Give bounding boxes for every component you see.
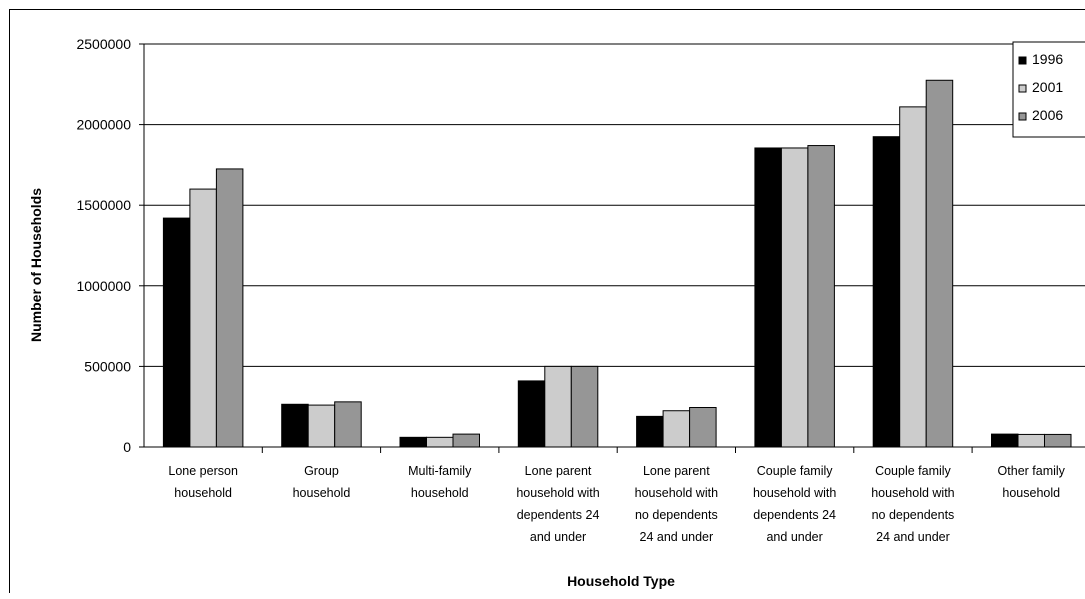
bars	[162, 79, 1072, 448]
bar-2006	[807, 145, 835, 448]
x-tick-label: household	[174, 486, 232, 500]
bar-2006	[1044, 433, 1072, 448]
bar-1996	[517, 380, 546, 448]
bar-2001	[544, 365, 572, 448]
x-tick-label: Group	[304, 464, 339, 478]
bar-2006	[452, 433, 480, 448]
legend-label-2006: 2006	[1032, 107, 1063, 123]
bar-1996	[281, 403, 309, 448]
y-tick-label: 500000	[84, 358, 131, 374]
x-tick-label: dependents 24	[753, 508, 836, 522]
x-tick-label: dependents 24	[517, 508, 600, 522]
legend-label-1996: 1996	[1032, 51, 1063, 67]
x-tick-label: household with	[516, 486, 599, 500]
bar-1996	[636, 415, 664, 448]
legend-swatch-1996	[1018, 56, 1027, 65]
y-tick-labels: 0 500000 1000000 1500000 2000000 2500000	[76, 36, 131, 455]
x-tick-label: Multi-family	[408, 464, 472, 478]
y-tick-label: 0	[123, 439, 131, 455]
x-tick-label: Lone parent	[643, 464, 710, 478]
x-tick-label: and under	[766, 530, 822, 544]
bar-2001	[307, 404, 336, 448]
x-tick-label: household	[293, 486, 351, 500]
x-tick-label: household with	[871, 486, 954, 500]
chart-frame: 0 500000 1000000 1500000 2000000 2500000 Lone…	[9, 9, 1085, 593]
bar-2001	[189, 188, 217, 448]
bar-2001	[899, 106, 927, 448]
bar-2001	[1017, 433, 1045, 448]
y-tick-label: 1000000	[76, 278, 131, 294]
bar-2006	[570, 365, 599, 448]
x-tick-label: and under	[530, 530, 586, 544]
x-tick-label: no dependents	[872, 508, 955, 522]
bar-1996	[399, 436, 427, 448]
axes	[139, 43, 1085, 453]
legend-label-2001: 2001	[1032, 79, 1063, 95]
x-tick-label: household with	[635, 486, 718, 500]
x-tick-label: Lone person	[168, 464, 238, 478]
y-tick-label: 2500000	[76, 36, 131, 52]
bar-2006	[925, 79, 954, 448]
x-tick-label: Lone parent	[525, 464, 592, 478]
x-tick-label: 24 and under	[640, 530, 714, 544]
legend-swatch-2006	[1018, 112, 1027, 121]
bar-1996	[872, 136, 901, 448]
x-tick-label: household	[1002, 486, 1060, 500]
bar-2001	[780, 147, 809, 448]
x-tick-label: Other family	[998, 464, 1066, 478]
y-tick-label: 1500000	[76, 197, 131, 213]
x-tick-labels: Lone person household Group household Multi-…	[168, 464, 1065, 544]
x-tick-label: no dependents	[635, 508, 718, 522]
legend-swatch-2001	[1018, 84, 1027, 93]
legend: 1996 2001 2006	[1012, 41, 1085, 138]
x-tick-label: Couple family	[875, 464, 951, 478]
bar-1996	[991, 433, 1019, 448]
bar-2006	[689, 407, 717, 448]
bar-2001	[426, 436, 454, 448]
bar-1996	[754, 147, 782, 448]
x-tick-label: household with	[753, 486, 836, 500]
bar-2001	[662, 410, 691, 448]
household-chart: 0 500000 1000000 1500000 2000000 2500000 Lone…	[28, 36, 1085, 589]
x-tick-label: Couple family	[757, 464, 833, 478]
bar-2006	[334, 401, 362, 448]
x-tick-label: 24 and under	[876, 530, 950, 544]
x-axis-title: Household Type	[567, 573, 675, 589]
y-tick-label: 2000000	[76, 117, 131, 133]
bar-2006	[215, 168, 244, 448]
y-axis-title: Number of Households	[28, 188, 44, 342]
x-tick-label: household	[411, 486, 469, 500]
bar-1996	[162, 217, 191, 448]
